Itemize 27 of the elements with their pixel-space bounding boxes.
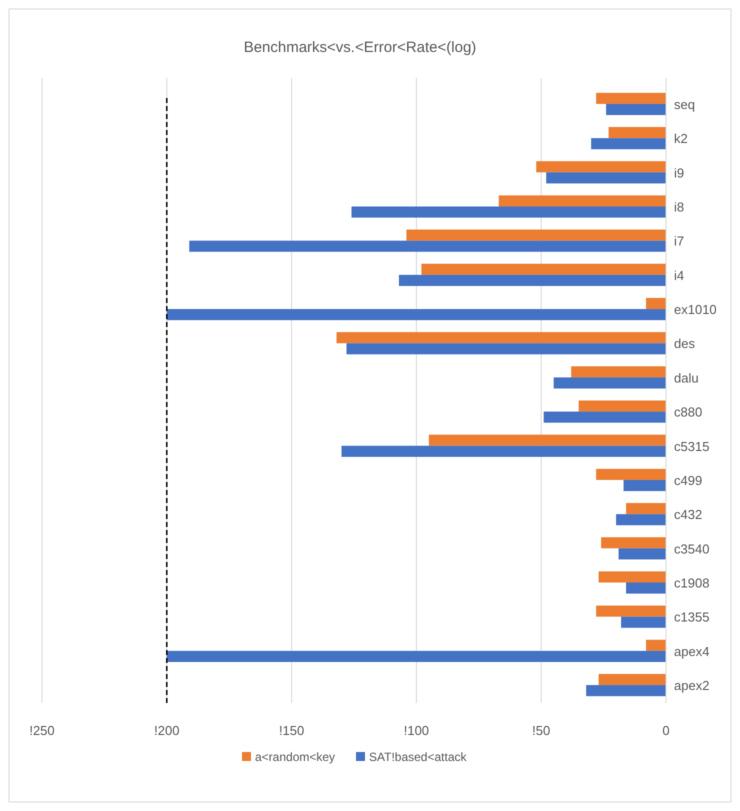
legend-label: a<random<key	[255, 750, 336, 764]
x-tick-label: 0	[662, 723, 670, 738]
y-tick-label: c432	[674, 507, 702, 522]
y-tick-label: apex4	[674, 644, 710, 659]
y-tick-label: c1355	[674, 610, 710, 625]
y-tick-label: i4	[674, 268, 684, 283]
y-tick-label: dalu	[674, 370, 699, 386]
y-tick-label: des	[674, 336, 696, 352]
y-tick-label: c1908	[674, 576, 710, 591]
x-tick-label: !150	[278, 723, 304, 738]
x-tick-label: !200	[154, 723, 180, 738]
x-tick-label: !250	[29, 723, 55, 738]
chart-title: Benchmarks<vs.<Error<Rate<(log)	[244, 39, 476, 56]
y-tick-label: ex1010	[674, 302, 717, 318]
y-tick-label: c3540	[674, 541, 710, 556]
y-tick-label: c880	[674, 404, 702, 420]
y-tick-label: apex2	[674, 678, 710, 694]
legend-label: SAT!based<attack	[369, 750, 468, 764]
y-tick-label: i9	[674, 165, 684, 180]
y-tick-label: i8	[674, 199, 684, 214]
x-tick-label: !50	[532, 723, 550, 738]
y-tick-label: k2	[674, 131, 688, 146]
y-tick-label: c499	[674, 472, 702, 488]
y-tick-label: seq	[674, 96, 695, 112]
x-tick-label: !100	[404, 723, 430, 738]
y-tick-label: c5315	[674, 438, 710, 454]
y-tick-label: i7	[674, 234, 684, 249]
